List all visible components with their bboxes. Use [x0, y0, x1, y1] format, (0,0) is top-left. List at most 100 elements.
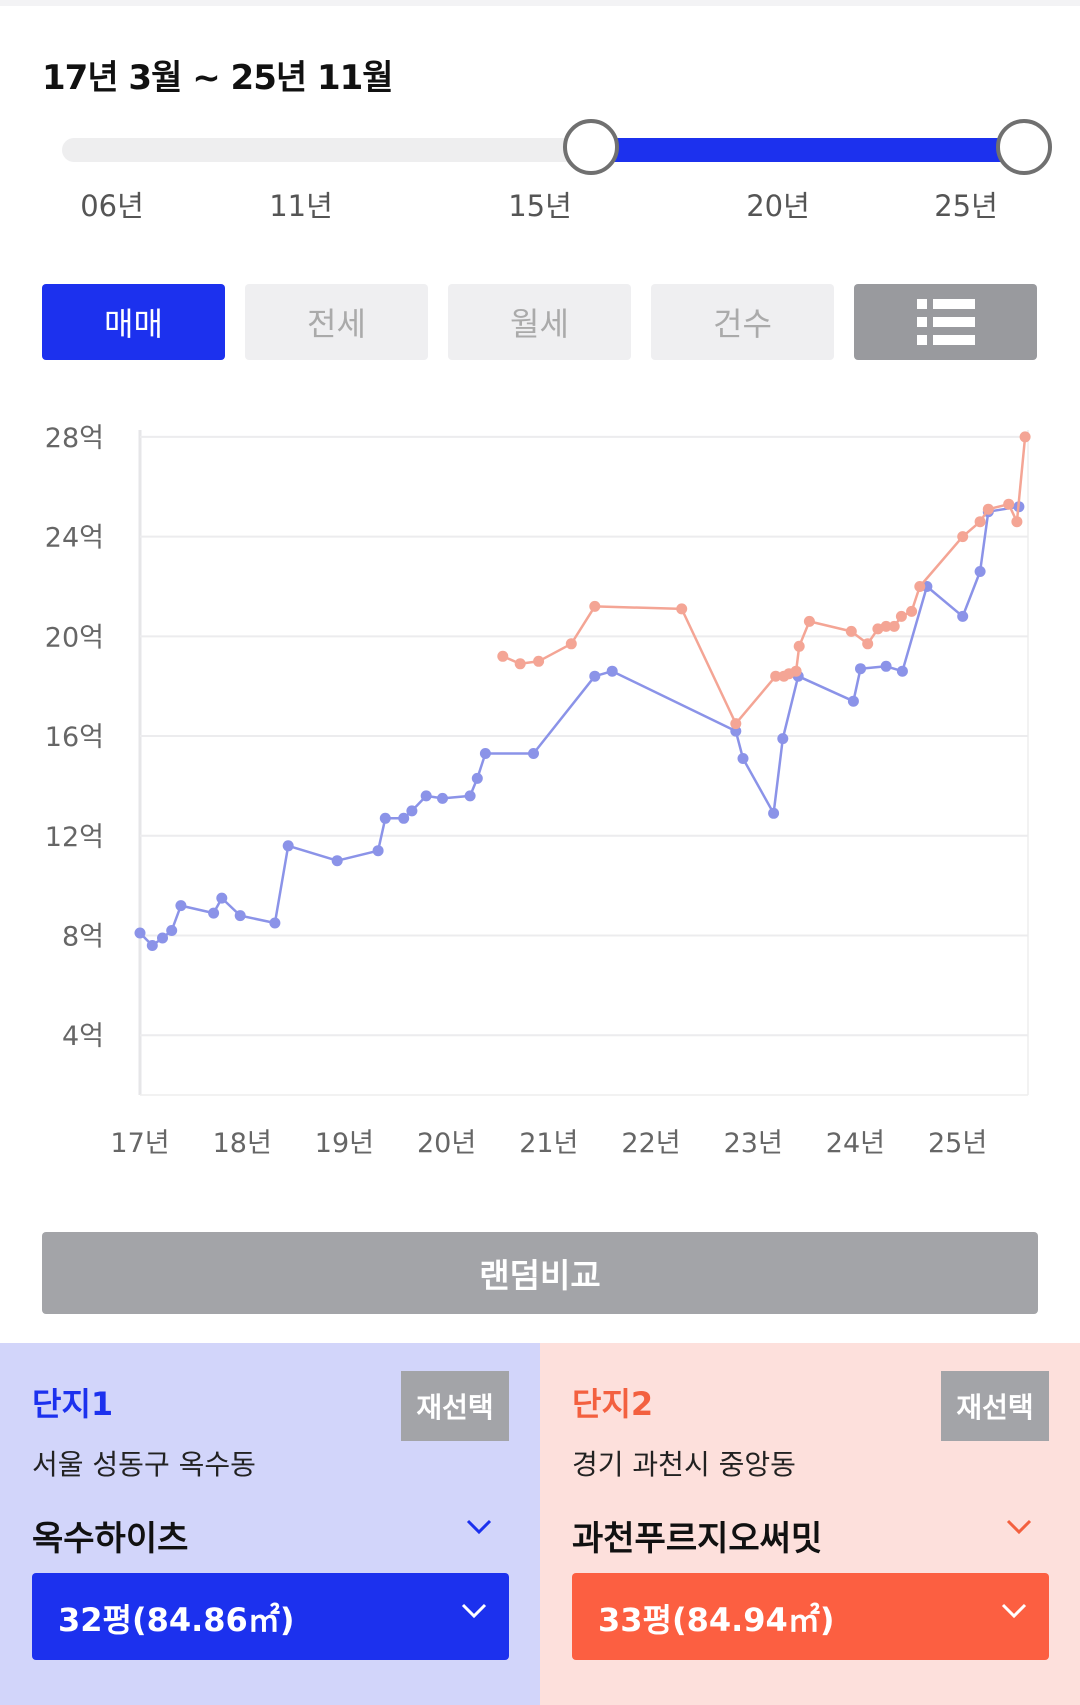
complex1-panel: 단지1 재선택 서울 성동구 옥수동 옥수하이츠 32평(84.86㎡) — [0, 1343, 540, 1705]
complex1-reselect-button[interactable]: 재선택 — [401, 1371, 509, 1441]
complex2-data-point — [676, 603, 688, 615]
chevron-down-icon — [1006, 1519, 1032, 1535]
y-tick-label: 20억 — [45, 622, 104, 653]
slider-selected-range — [591, 138, 1024, 162]
complex1-data-point — [331, 855, 343, 867]
complex1-data-point — [606, 665, 618, 677]
complex2-data-point — [845, 625, 857, 637]
complex1-data-point — [134, 927, 146, 939]
complex2-data-point — [589, 600, 601, 612]
complex2-data-point — [880, 620, 892, 632]
complex2-data-point — [1019, 431, 1031, 443]
complex2-reselect-button[interactable]: 재선택 — [941, 1371, 1049, 1441]
y-tick-label: 28억 — [45, 423, 104, 454]
complex2-data-point — [1011, 516, 1023, 528]
slider-label-25: 25년 — [934, 189, 998, 223]
tab-monthly-rent[interactable]: 월세 — [448, 284, 631, 360]
x-tick-label: 19년 — [315, 1128, 374, 1159]
x-tick-label: 20년 — [417, 1128, 476, 1159]
complex1-data-point — [437, 792, 448, 804]
top-divider — [0, 0, 1080, 6]
y-tick-label: 4억 — [62, 1021, 104, 1052]
y-tick-label: 24억 — [45, 523, 104, 554]
random-compare-button[interactable]: 랜덤비교 — [42, 1232, 1038, 1314]
x-tick-label: 22년 — [621, 1128, 680, 1159]
complex1-data-point — [175, 900, 187, 912]
complex1-price-line — [139, 505, 1020, 947]
complex1-address: 서울 성동구 옥수동 — [32, 1448, 256, 1481]
slider-label-11: 11년 — [269, 189, 333, 223]
complex2-data-point — [770, 670, 782, 682]
complex1-data-point — [847, 695, 859, 707]
complex1-data-point — [234, 910, 246, 922]
complex2-data-point — [957, 531, 969, 543]
complex2-data-point — [974, 516, 986, 528]
complex2-name-dropdown[interactable]: 과천푸르지오써밋 — [572, 1503, 1042, 1563]
complex1-data-point — [896, 665, 908, 677]
x-tick-label: 21년 — [519, 1128, 578, 1159]
x-tick-label: 17년 — [110, 1128, 169, 1159]
complex1-data-point — [464, 790, 476, 802]
complex1-data-point — [216, 892, 228, 904]
chevron-down-icon — [1001, 1603, 1027, 1619]
complex1-data-point — [157, 932, 168, 944]
complex1-data-point — [479, 748, 491, 759]
complex1-data-point — [372, 845, 384, 857]
complex1-data-point — [957, 610, 969, 622]
complex2-data-point — [803, 615, 815, 627]
complex2-data-point — [730, 718, 742, 730]
complex1-name-dropdown[interactable]: 옥수하이츠 — [32, 1503, 502, 1563]
tab-sale[interactable]: 매매 — [42, 284, 225, 360]
period-label: 17년 3월 ~ 25년 11월 — [42, 58, 394, 98]
complex1-data-point — [420, 790, 432, 802]
y-tick-label: 12억 — [45, 822, 104, 853]
complex2-data-point — [1003, 498, 1015, 510]
complex1-data-point — [974, 566, 986, 577]
complex1-data-point — [166, 925, 178, 936]
x-tick-label: 23년 — [724, 1128, 783, 1159]
complex2-size-select[interactable]: 33평(84.94㎡) — [572, 1573, 1049, 1660]
complex2-data-point — [793, 640, 805, 652]
complex2-size-value: 33평(84.94㎡) — [598, 1601, 835, 1639]
list-view-button[interactable] — [854, 284, 1037, 360]
tab-transaction-count[interactable]: 건수 — [651, 284, 834, 360]
complex1-data-point — [528, 748, 539, 759]
complex2-data-point — [914, 581, 926, 592]
complex1-data-point — [880, 660, 892, 672]
complex1-data-point — [589, 670, 601, 682]
complex2-data-point — [862, 638, 874, 650]
complex1-data-point — [269, 917, 281, 929]
slider-label-06: 06년 — [80, 189, 144, 223]
slider-start-handle[interactable] — [563, 119, 620, 175]
complex2-data-point — [895, 610, 907, 622]
complex1-data-point — [471, 772, 483, 784]
complex1-title: 단지1 — [32, 1385, 114, 1423]
complex1-size-select[interactable]: 32평(84.86㎡) — [32, 1573, 509, 1660]
price-chart: 28억 24억 20억 16억 12억 8억 4억 17년 18년 19년 20년 21년 22년 23년… — [45, 423, 1031, 1159]
complex1-data-point — [777, 733, 789, 745]
complex1-data-point — [855, 663, 866, 675]
complex1-data-point — [146, 940, 158, 951]
complex2-panel: 단지2 재선택 경기 과천시 중앙동 과천푸르지오써밋 33평(84.94㎡) — [540, 1343, 1080, 1705]
complex2-data-point — [497, 650, 509, 662]
slider-end-handle[interactable] — [996, 119, 1052, 175]
chevron-down-icon — [461, 1603, 487, 1619]
y-tick-label: 8억 — [62, 922, 104, 953]
complex2-title: 단지2 — [572, 1385, 654, 1423]
chevron-down-icon — [466, 1519, 492, 1535]
complex2-name: 과천푸르지오써밋 — [572, 1519, 823, 1559]
complex1-data-point — [737, 753, 749, 764]
complex1-data-point — [282, 840, 294, 852]
x-tick-label: 18년 — [213, 1128, 272, 1159]
tab-jeonse[interactable]: 전세 — [245, 284, 428, 360]
x-tick-label: 25년 — [928, 1128, 987, 1159]
slider-label-20: 20년 — [746, 189, 810, 223]
complex1-data-point — [406, 805, 418, 817]
complex2-data-point — [514, 658, 526, 670]
complex1-data-point — [379, 812, 391, 824]
complex2-data-point — [888, 620, 900, 632]
complex2-data-point — [906, 605, 918, 617]
period-range-slider[interactable] — [62, 119, 1052, 175]
complex1-data-point — [398, 812, 410, 824]
complex1-data-point — [208, 907, 220, 919]
